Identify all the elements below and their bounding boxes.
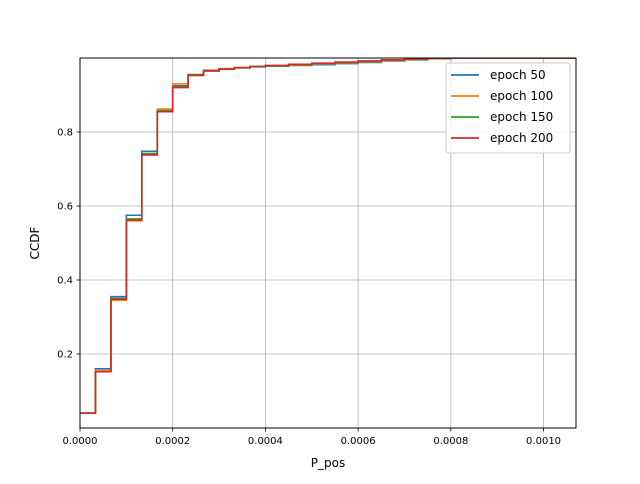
legend-label-1: epoch 50: [490, 68, 546, 82]
plot-frame: [79, 57, 577, 429]
x-tick-label: 0.0006: [341, 436, 376, 447]
y-axis-label: CCDF: [28, 226, 42, 259]
y-tick-label: 0.4: [57, 276, 73, 287]
y-tick-label: 0.8: [57, 128, 73, 139]
legend-label-4: epoch 200: [490, 131, 553, 145]
x-tick-label: 0.0002: [155, 436, 190, 447]
series-line-4: [80, 58, 576, 414]
x-axis-ticks: 0.0000 0.0002 0.0004 0.0006 0.0008 0.0010: [63, 428, 561, 447]
x-axis-label: P_pos: [311, 456, 345, 470]
y-tick-label: 0.2: [57, 350, 73, 361]
legend-label-2: epoch 100: [490, 89, 553, 103]
legend: epoch 50 epoch 100 epoch 150 epoch 200: [445, 62, 571, 154]
x-tick-label: 0.0008: [433, 436, 468, 447]
series-layer: [80, 58, 576, 414]
x-tick-label: 0.0000: [63, 436, 98, 447]
y-axis-ticks: 0.2 0.4 0.6 0.8: [57, 128, 80, 361]
x-tick-label: 0.0004: [248, 436, 283, 447]
legend-frame: [445, 62, 571, 154]
legend-label-3: epoch 150: [490, 110, 553, 124]
x-tick-label: 0.0010: [526, 436, 561, 447]
y-tick-label: 0.6: [57, 202, 73, 213]
